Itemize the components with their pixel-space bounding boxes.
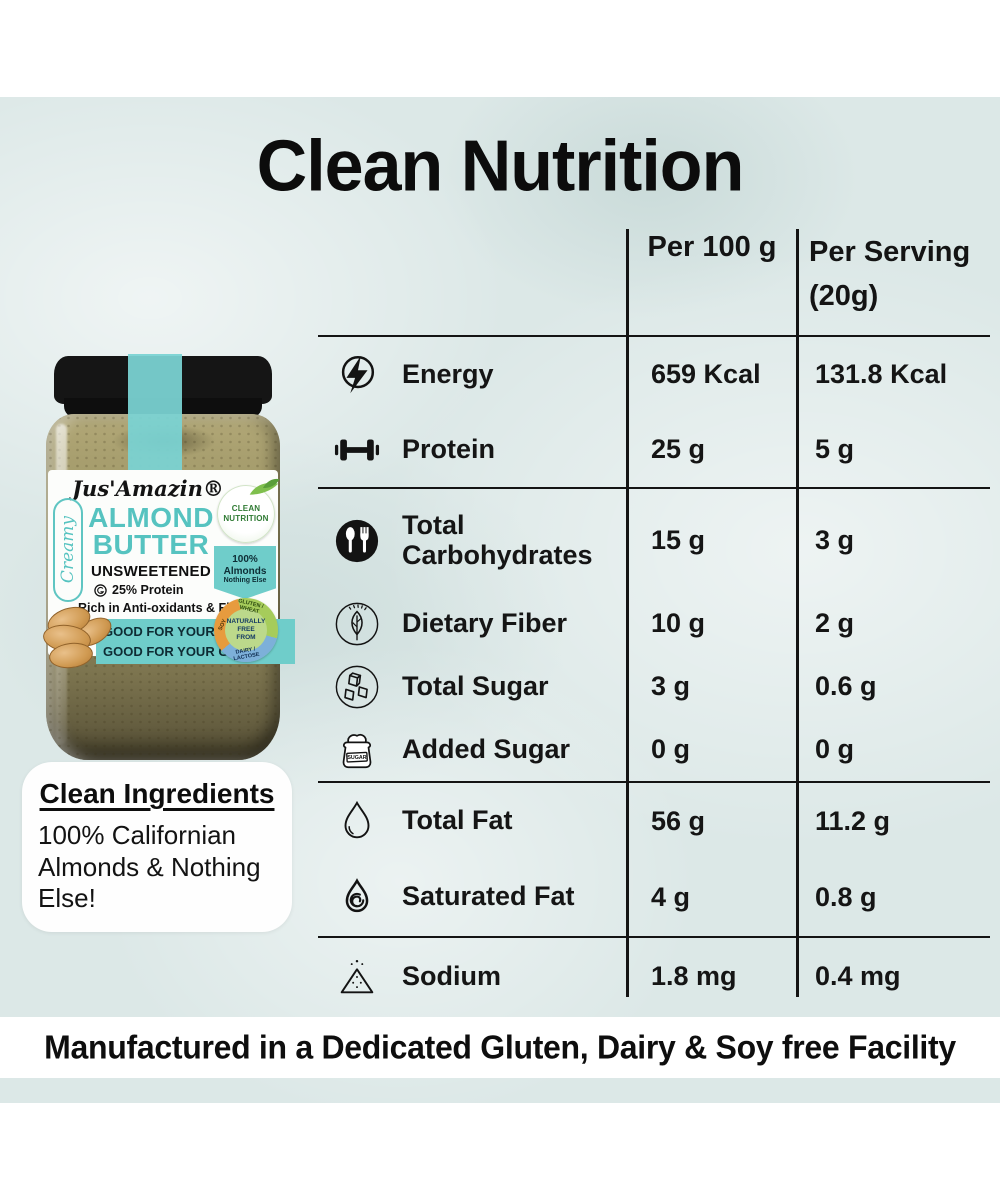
row-label: Sodium (402, 960, 501, 991)
table-row-sodium: Sodium 1.8 mg 0.4 mg (318, 938, 990, 1015)
product-name: ALMOND BUTTER (82, 502, 220, 560)
value-per-100g: 25 g (651, 434, 706, 464)
row-label: Dietary Fiber (402, 607, 568, 638)
value-per-100g: 0 g (651, 734, 691, 764)
product-name-line2: BUTTER (92, 528, 210, 560)
ribbon-line1: 100% (232, 554, 258, 566)
value-per-serving: 131.8 Kcal (815, 359, 948, 389)
value-per-serving: 0.6 g (815, 671, 877, 701)
table-header-row: Per 100 g Per Serving (20g) (318, 225, 990, 335)
free-from-center: NATURALLY FREE FROM (225, 609, 267, 651)
almonds-image (41, 601, 117, 671)
table-row-saturated-fat: Saturated Fat 4 g 0.8 g (318, 859, 990, 935)
footer-banner: Manufactured in a Dedicated Gluten, Dair… (0, 1017, 1000, 1078)
page-title: Clean Nutrition (256, 125, 745, 207)
value-per-serving: 3 g (815, 525, 855, 555)
product-subtitle: UNSWEETENED (91, 563, 211, 580)
value-per-100g: 56 g (651, 805, 706, 836)
leaf-decoration-icon (249, 478, 280, 495)
cutlery-icon (332, 516, 382, 566)
row-label: Total Carbohydrates (402, 510, 593, 570)
product-label: Jus'Amazin® Creamy ALMOND BUTTER UNSWEET… (41, 470, 295, 671)
variant-text: Creamy (58, 516, 78, 584)
protein-claim-icon (94, 583, 107, 597)
clean-badge-line1: CLEAN (231, 503, 261, 513)
row-label: Total Fat (402, 805, 513, 836)
leaf-icon (332, 599, 382, 649)
table-group-energy-protein: Energy 659 Kcal 131.8 Kcal Protein 25 g … (318, 335, 990, 487)
protein-claim-text: 25% Protein (112, 583, 184, 597)
value-per-100g: 15 g (651, 525, 706, 555)
column-header-per-serving: Per Serving (20g) (797, 227, 990, 318)
per-serving-line1: Per Serving (809, 236, 971, 268)
value-per-serving: 11.2 g (815, 805, 891, 836)
value-per-100g: 1.8 mg (651, 961, 737, 991)
table-group-fat: Total Fat 56 g 11.2 g Saturated Fat 4 g … (318, 781, 990, 936)
energy-icon (332, 350, 382, 400)
row-label: Added Sugar (402, 733, 571, 764)
sugar-bag-text: SUGAR (347, 755, 366, 761)
value-per-100g: 659 Kcal (651, 359, 761, 389)
value-per-100g: 10 g (651, 608, 706, 638)
variant-tag: Creamy (53, 498, 83, 602)
table-row-dietary-fiber: Dietary Fiber 10 g 2 g (318, 592, 990, 655)
table-row-added-sugar: SUGAR Added Sugar 0 g 0 g (318, 718, 990, 781)
value-per-serving: 0.4 mg (815, 961, 901, 991)
table-row-energy: Energy 659 Kcal 131.8 Kcal (318, 337, 990, 412)
table-group-carbohydrates: Total Carbohydrates 15 g 3 g Dietary Fib… (318, 487, 990, 781)
table-divider-vertical-1 (626, 229, 629, 997)
per-serving-line2: (20g) (809, 279, 879, 312)
table-divider-vertical-2 (796, 229, 799, 997)
clean-badge-line2: NUTRITION (223, 514, 269, 523)
dumbbell-icon (332, 425, 382, 475)
clean-ingredients-card: Clean Ingredients 100% Californian Almon… (22, 762, 292, 932)
ribbon-line3: Nothing Else (223, 577, 267, 585)
teal-ribbon (128, 354, 182, 472)
saturated-drop-icon (332, 872, 382, 922)
value-per-100g: 3 g (651, 671, 691, 701)
antioxidant-claim: Rich in Anti-oxidants & Fiber (78, 601, 250, 615)
product-name-line1: ALMOND (88, 502, 214, 533)
ribbon-line2: Almonds (223, 565, 267, 577)
nutrition-table: Per 100 g Per Serving (20g) Energy 659 K… (318, 225, 990, 1015)
table-row-total-carbohydrates: Total Carbohydrates 15 g 3 g (318, 489, 990, 592)
footer-text: Manufactured in a Dedicated Gluten, Dair… (44, 1028, 956, 1066)
ingredients-heading: Clean Ingredients (39, 778, 275, 809)
sugar-bag-icon: SUGAR (332, 725, 382, 775)
sugar-cubes-icon (332, 662, 382, 712)
value-per-serving: 2 g (815, 608, 855, 638)
table-row-total-sugar: Total Sugar 3 g 0.6 g (318, 655, 990, 718)
hundred-percent-almonds-ribbon: 100% Almonds Nothing Else (214, 546, 276, 599)
value-per-serving: 0.8 g (815, 881, 877, 912)
protein-claim: 25% Protein (94, 583, 184, 597)
paper-background (0, 97, 1000, 1103)
water-drop-icon (332, 796, 382, 846)
table-row-total-fat: Total Fat 56 g 11.2 g (318, 783, 990, 859)
row-label: Energy (402, 358, 494, 389)
clean-nutrition-badge: CLEAN NUTRITION (217, 478, 280, 543)
product-jar: Jus'Amazin® Creamy ALMOND BUTTER UNSWEET… (40, 354, 295, 762)
table-group-sodium: Sodium 1.8 mg 0.4 mg (318, 936, 990, 1015)
table-row-protein: Protein 25 g 5 g (318, 412, 990, 487)
ingredients-body: 100% Californian Almonds & Nothing Else! (38, 820, 261, 914)
column-header-per-100g: Per 100 g (647, 231, 777, 263)
row-label: Total Sugar (402, 670, 549, 701)
row-label: Protein (402, 433, 496, 464)
value-per-100g: 4 g (651, 881, 691, 912)
value-per-serving: 5 g (815, 434, 855, 464)
good-for-line2: GOOD FOR YOUR GUT (103, 643, 246, 659)
brand-name: Jus'Amazin® (72, 476, 224, 501)
naturally-free-from-badge: SOY GLUTEN / WHEAT DAIRY / LACTOSE NATUR… (214, 598, 278, 662)
salt-pile-icon (332, 952, 382, 1002)
row-label: Saturated Fat (402, 881, 575, 912)
value-per-serving: 0 g (815, 734, 855, 764)
